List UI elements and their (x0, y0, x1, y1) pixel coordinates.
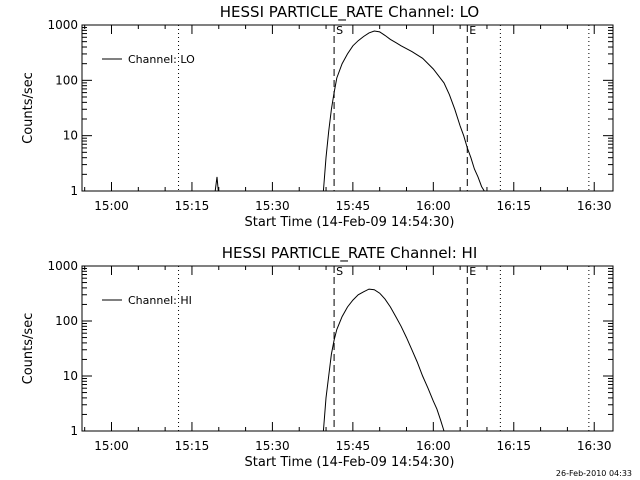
x-tick-label: 16:00 (416, 199, 451, 213)
y-tick-label: 100 (55, 314, 78, 328)
x-axis-label: Start Time (14-Feb-09 14:54:30) (245, 455, 455, 470)
y-tick-label: 10 (63, 369, 78, 383)
x-axis-label: Start Time (14-Feb-09 14:54:30) (245, 215, 455, 230)
series-line (214, 30, 485, 192)
x-tick-label: 15:15 (175, 439, 210, 453)
y-axis-label: Counts/sec (21, 72, 36, 144)
x-tick-label: 16:30 (577, 199, 612, 213)
x-tick-label: 15:45 (336, 439, 371, 453)
marker-label-s: S (336, 24, 343, 37)
chart-panel-1: HESSI PARTICLE_RATE Channel: LO 15:00 15:1… (21, 3, 614, 230)
x-tick-label: 15:00 (94, 439, 129, 453)
marker-label-e: E (469, 265, 476, 278)
x-tick-label: 16:30 (577, 439, 612, 453)
x-tick-label: 15:15 (175, 199, 210, 213)
chart-title: HESSI PARTICLE_RATE Channel: LO (220, 3, 479, 22)
chart-title: HESSI PARTICLE_RATE Channel: HI (222, 244, 478, 263)
x-tick-label: 15:45 (336, 199, 371, 213)
timestamp-footer: 26-Feb-2010 04:33 (556, 461, 632, 480)
plot-frame (81, 24, 614, 192)
y-tick-label: 1 (70, 184, 78, 198)
chart-panel-2: HESSI PARTICLE_RATE Channel: HI 15:00 15:1… (21, 244, 614, 470)
x-tick-label: 16:00 (416, 439, 451, 453)
x-tick-label: 15:30 (255, 199, 290, 213)
y-tick-label: 10 (63, 129, 78, 143)
series-line (322, 288, 445, 432)
timestamp-text: 26-Feb-2010 04:33 (555, 469, 632, 478)
y-tick-label: 100 (55, 73, 78, 87)
legend-label: Channel: HI (128, 294, 192, 307)
x-tick-label: 15:00 (94, 199, 129, 213)
y-tick-label: 1 (70, 424, 78, 438)
x-tick-label: 15:30 (255, 439, 290, 453)
legend-label: Channel: LO (128, 53, 195, 66)
x-tick-label: 16:15 (496, 439, 531, 453)
plot-frame (81, 265, 614, 432)
y-axis-label: Counts/sec (21, 313, 36, 385)
y-tick-label: 1000 (47, 259, 78, 273)
marker-label-e: E (469, 24, 476, 37)
x-tick-label: 16:15 (496, 199, 531, 213)
y-tick-label: 1000 (47, 18, 78, 32)
marker-label-s: S (336, 265, 343, 278)
